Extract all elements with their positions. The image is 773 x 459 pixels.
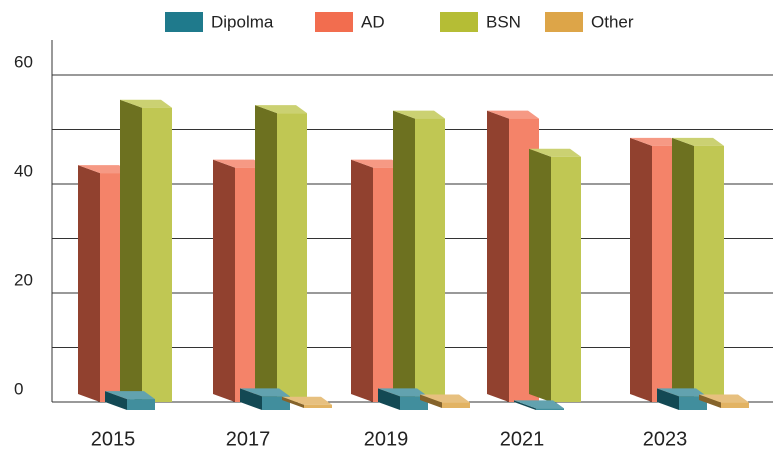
bar-top: [240, 388, 290, 397]
bar: [127, 399, 155, 410]
x-tick-label: 2019: [364, 428, 409, 450]
y-tick-label: 20: [14, 270, 33, 289]
bar-top: [699, 394, 749, 403]
bar-top: [105, 391, 155, 400]
bar-side: [630, 137, 652, 402]
y-tick-label: 40: [14, 161, 33, 180]
x-tick-label: 2021: [500, 428, 545, 450]
bar-side: [120, 99, 142, 402]
bar-top: [672, 137, 724, 146]
bar-top: [255, 105, 307, 114]
bar: [536, 408, 564, 410]
bar-side: [255, 105, 277, 403]
bar-side: [213, 159, 235, 402]
bar-side: [282, 396, 304, 408]
bar-top: [529, 148, 581, 157]
bar-side: [393, 110, 415, 402]
bar: [694, 145, 724, 402]
legend-label: AD: [361, 12, 385, 31]
legend-swatch: [165, 12, 203, 32]
bar-side: [105, 391, 127, 410]
bar-top: [514, 400, 564, 409]
bar-top: [78, 165, 130, 174]
bar-side: [514, 400, 536, 410]
bar-side: [699, 394, 721, 408]
legend-label: BSN: [486, 12, 521, 31]
y-tick-label: 0: [14, 379, 23, 398]
bar-side: [351, 159, 373, 402]
bar: [551, 156, 581, 402]
legend-label: Other: [591, 12, 634, 31]
bar-top: [120, 99, 172, 108]
bar-side: [657, 388, 679, 410]
bar-top: [213, 159, 265, 168]
bar: [142, 107, 172, 402]
x-tick-label: 2023: [643, 428, 688, 450]
bar-top: [378, 388, 428, 397]
bar-top: [393, 110, 445, 119]
bar-side: [672, 137, 694, 402]
bar-side: [529, 148, 551, 402]
bar: [721, 402, 749, 408]
bar-side: [487, 110, 509, 402]
bar: [442, 402, 470, 408]
legend-swatch: [315, 12, 353, 32]
bar-side: [378, 388, 400, 410]
legend-swatch: [440, 12, 478, 32]
legend-label: Dipolma: [211, 12, 274, 31]
bar: [415, 118, 445, 402]
bar: [277, 113, 307, 403]
bar-side: [78, 165, 100, 402]
legend-swatch: [545, 12, 583, 32]
bar-side: [420, 394, 442, 408]
bar-top: [630, 137, 682, 146]
bar-top: [282, 396, 332, 405]
x-tick-label: 2017: [226, 428, 271, 450]
bar-top: [351, 159, 403, 168]
bar-top: [657, 388, 707, 397]
bar-top: [487, 110, 539, 119]
bar: [304, 404, 332, 408]
x-tick-label: 2015: [91, 428, 136, 450]
bar-side: [240, 388, 262, 410]
y-tick-label: 60: [14, 52, 33, 71]
bar-top: [420, 394, 470, 403]
